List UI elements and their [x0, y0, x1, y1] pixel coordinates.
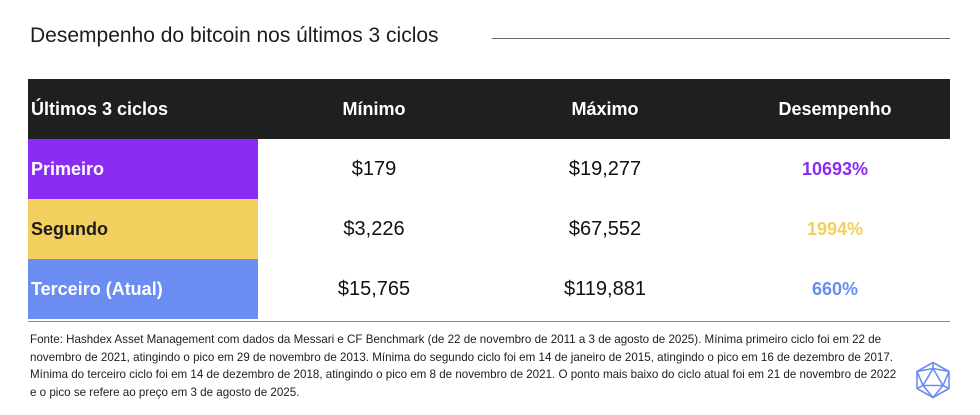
header-performance: Desempenho [778, 98, 892, 119]
hashdex-polyhedron-icon [916, 361, 950, 399]
source-footnote: Fonte: Hashdex Asset Management com dado… [30, 333, 897, 399]
table-row: Terceiro (Atual) $15,765 $119,881 660% [28, 259, 950, 319]
header-max: Máximo [571, 98, 639, 119]
max-value: $119,881 [564, 277, 646, 300]
performance-value: 10693% [801, 158, 869, 179]
min-value: $179 [351, 157, 397, 180]
max-value: $67,552 [568, 217, 642, 240]
performance-value: 660% [811, 278, 859, 299]
header-cycles: Últimos 3 ciclos [31, 98, 169, 119]
min-value: $3,226 [343, 217, 405, 240]
table-row: Segundo $3,226 $67,552 1994% [28, 199, 950, 259]
min-value: $15,765 [337, 277, 411, 300]
table-header-row: Últimos 3 ciclos Mínimo Máximo Desempenh… [28, 79, 950, 139]
header-min: Mínimo [342, 98, 406, 119]
max-value: $19,277 [568, 157, 642, 180]
cycle-label: Terceiro (Atual) [28, 259, 258, 319]
title-divider [492, 38, 950, 39]
table-row: Primeiro $179 $19,277 10693% [28, 139, 950, 199]
page-title: Desempenho do bitcoin nos últimos 3 cicl… [30, 24, 439, 47]
cycle-label: Primeiro [28, 139, 258, 199]
table-bottom-divider [28, 321, 950, 322]
performance-value: 1994% [806, 218, 864, 239]
cycle-label: Segundo [28, 199, 258, 259]
cycles-table: Últimos 3 ciclos Mínimo Máximo Desempenh… [28, 79, 950, 319]
